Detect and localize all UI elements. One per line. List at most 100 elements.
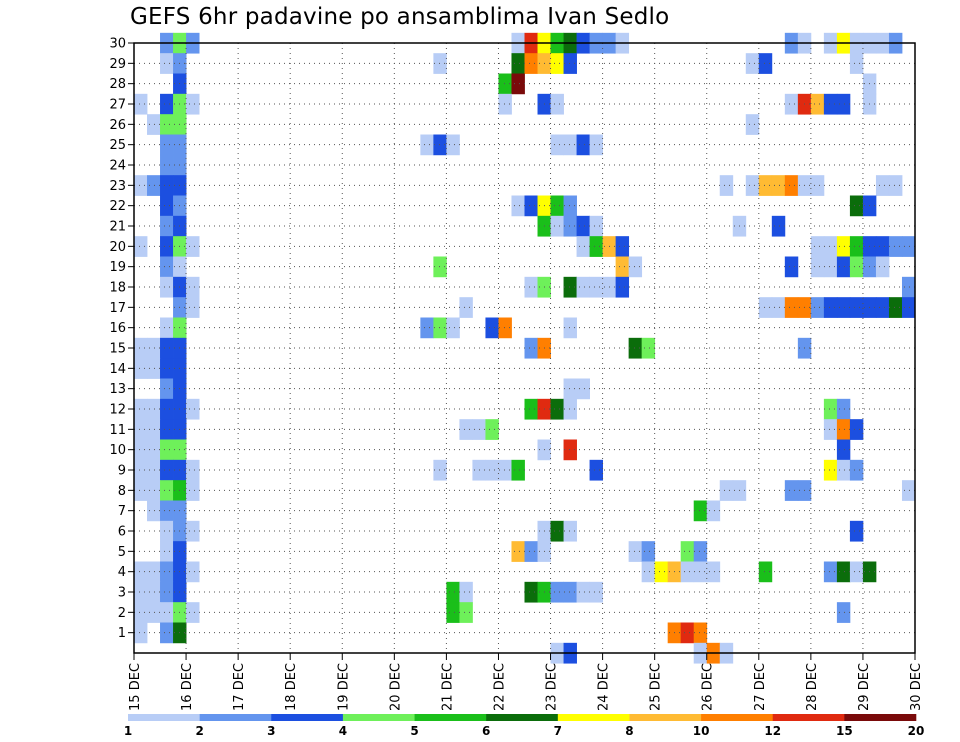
heat-cell xyxy=(134,480,148,501)
heat-cell xyxy=(589,134,603,156)
heat-cell xyxy=(901,297,916,318)
heat-cell xyxy=(446,602,460,623)
heat-cell xyxy=(849,236,864,257)
legend-label: 3 xyxy=(267,724,275,738)
heat-cell xyxy=(823,236,838,257)
heat-cell xyxy=(134,561,148,583)
heat-cell xyxy=(160,215,174,237)
y-tick-label: 8 xyxy=(118,484,126,499)
heat-cell xyxy=(563,581,577,603)
heat-cell xyxy=(758,53,773,74)
x-tick-label: 17 DEC xyxy=(232,663,247,711)
heat-cell xyxy=(511,195,525,217)
heat-cell xyxy=(147,398,161,420)
heat-cell xyxy=(511,541,525,562)
heat-cell xyxy=(641,337,656,359)
heat-cell xyxy=(784,297,799,318)
heat-cell xyxy=(160,541,174,562)
heat-cell xyxy=(186,297,200,318)
heat-cell xyxy=(433,53,447,74)
heat-cell xyxy=(160,337,174,359)
heat-cell xyxy=(134,602,148,623)
heat-cell xyxy=(823,561,838,583)
heat-cell xyxy=(134,93,148,115)
heat-cell xyxy=(810,236,825,257)
heat-cell xyxy=(836,256,851,278)
heat-cell xyxy=(446,581,460,603)
heat-cell xyxy=(745,175,760,196)
heat-cell xyxy=(524,53,538,74)
heat-cell xyxy=(823,93,838,115)
heat-cell xyxy=(524,195,538,217)
heat-cell xyxy=(563,439,577,461)
y-tick-label: 11 xyxy=(109,423,126,438)
heat-cell xyxy=(186,276,200,298)
heat-cell xyxy=(550,581,564,603)
heat-cell xyxy=(160,398,174,420)
heat-cell xyxy=(654,561,669,583)
heat-cell xyxy=(719,480,734,501)
x-tick-label: 29 DEC xyxy=(857,663,872,711)
heat-cell xyxy=(147,581,161,603)
legend-label: 7 xyxy=(554,724,562,738)
y-tick-label: 20 xyxy=(109,240,126,255)
heat-cell xyxy=(875,236,890,257)
heat-cell xyxy=(589,459,603,481)
heat-cell xyxy=(693,541,708,562)
legend-label: 8 xyxy=(625,724,633,738)
heat-cell xyxy=(160,53,174,74)
heat-cell xyxy=(758,175,773,196)
legend-swatch xyxy=(342,714,415,721)
x-tick-label: 20 DEC xyxy=(388,663,403,711)
heat-cell xyxy=(433,134,447,156)
heat-cell xyxy=(147,561,161,583)
heat-cell xyxy=(563,134,577,156)
y-tick-label: 14 xyxy=(109,362,126,377)
heat-cell xyxy=(823,256,838,278)
x-tick-label: 18 DEC xyxy=(284,663,299,711)
heat-cell xyxy=(680,541,695,562)
heat-cell xyxy=(524,541,538,562)
heat-cell xyxy=(459,581,473,603)
heat-cell xyxy=(875,297,890,318)
heat-cell xyxy=(758,561,773,583)
heat-cell xyxy=(836,561,851,583)
heat-cell xyxy=(524,276,538,298)
heat-cell xyxy=(576,378,590,400)
legend-swatch xyxy=(199,714,272,721)
y-tick-label: 2 xyxy=(118,606,126,621)
legend-label: 15 xyxy=(836,724,853,738)
heat-cell xyxy=(160,175,174,196)
heat-cell xyxy=(888,236,903,257)
heat-cell xyxy=(784,93,799,115)
heat-cell xyxy=(628,541,643,562)
heat-cell xyxy=(849,520,864,542)
heat-cell xyxy=(160,195,174,217)
heat-cell xyxy=(706,561,721,583)
heat-cell xyxy=(134,398,148,420)
heat-cell xyxy=(446,317,460,339)
heat-cell xyxy=(836,297,851,318)
y-tick-label: 22 xyxy=(109,199,126,214)
heat-cell xyxy=(524,337,538,359)
x-tick-label: 23 DEC xyxy=(545,663,560,711)
y-tick-label: 12 xyxy=(109,403,126,418)
heat-cell xyxy=(550,134,564,156)
heat-cell xyxy=(147,419,161,440)
legend-swatch xyxy=(557,714,630,721)
heat-cell xyxy=(628,337,643,359)
heat-cell xyxy=(849,459,864,481)
heat-cell xyxy=(849,53,864,74)
heat-cell xyxy=(784,256,799,278)
legend-label: 12 xyxy=(764,724,781,738)
heat-cell xyxy=(901,236,916,257)
heat-cell xyxy=(420,134,434,156)
heat-cell xyxy=(147,358,161,379)
heat-cell xyxy=(719,175,734,196)
heat-cell xyxy=(160,114,174,135)
heat-cell xyxy=(485,419,499,440)
legend-label: 1 xyxy=(124,724,132,738)
legend-label: 2 xyxy=(195,724,203,738)
heat-cell xyxy=(160,480,174,501)
heat-cell xyxy=(134,175,148,196)
